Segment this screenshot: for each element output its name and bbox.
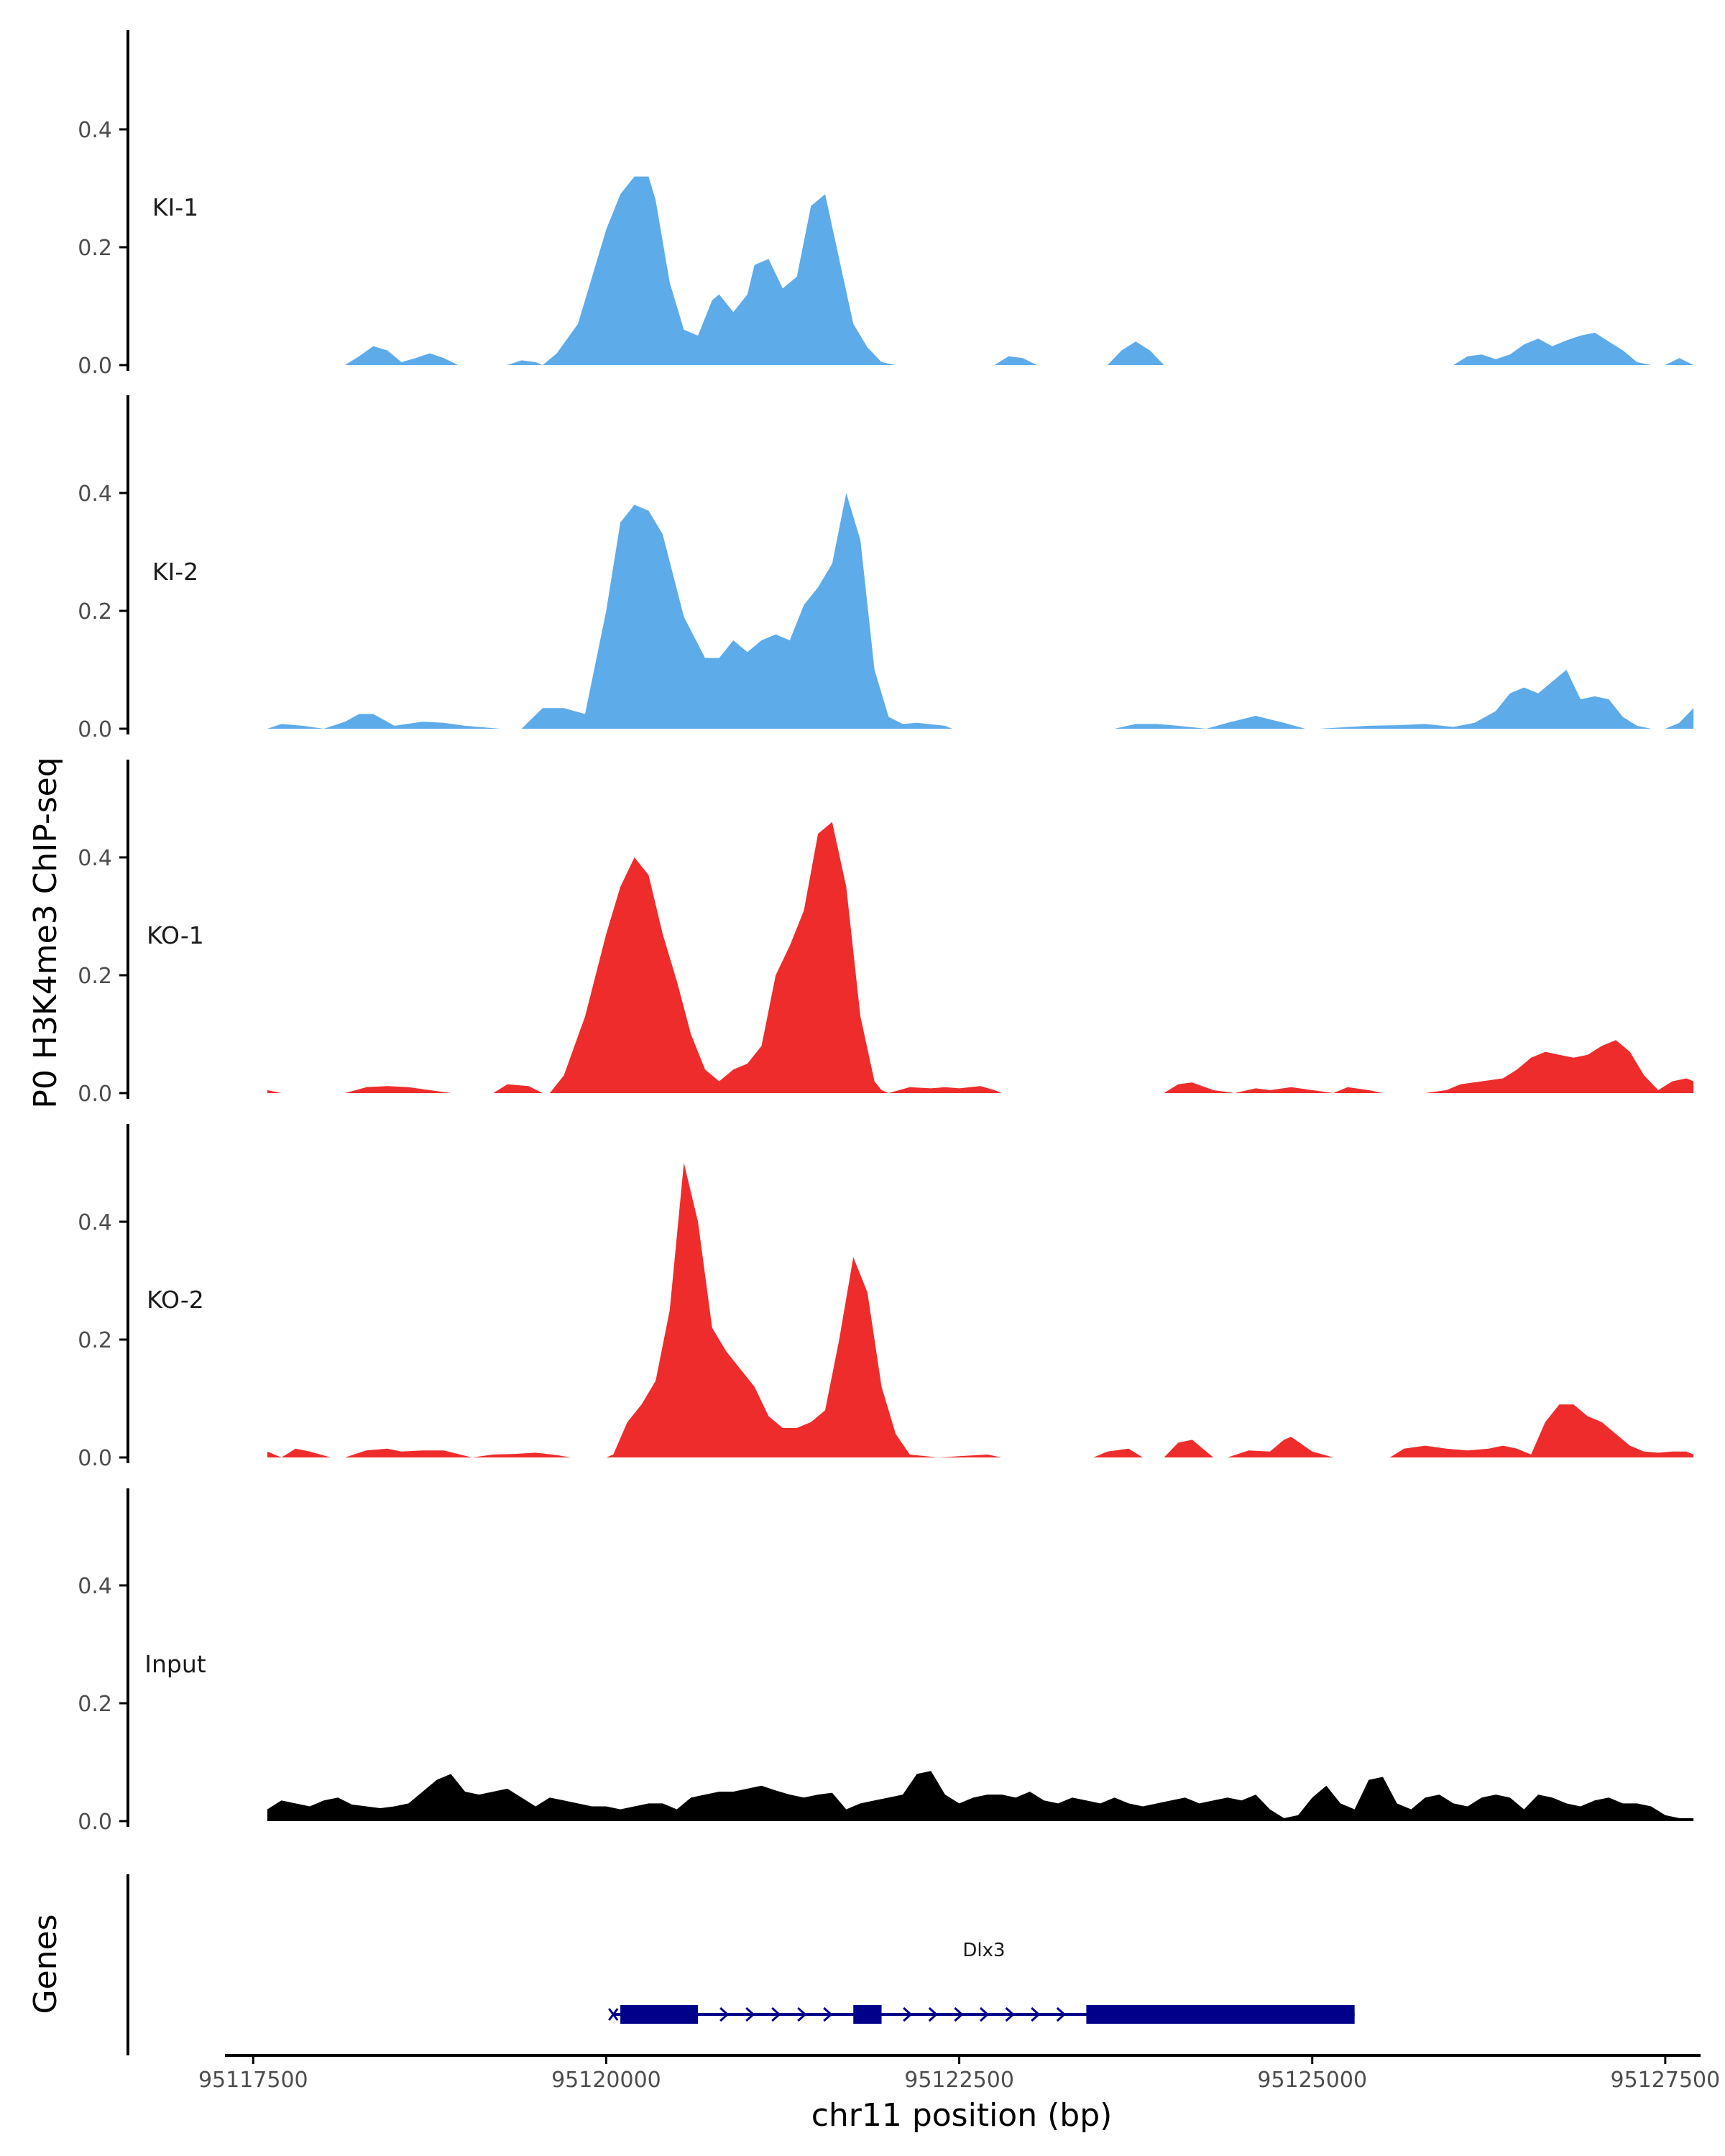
- strand-chevron: [979, 2007, 990, 2022]
- track-panels: 0.00.20.4KI-10.00.20.4KI-20.00.20.4KO-10…: [78, 30, 1694, 1835]
- y-tick-label-ko-1-0: 0.0: [78, 1082, 112, 1107]
- x-tick-label-3: 95125000: [1257, 2068, 1367, 2093]
- strand-chevron: [797, 2007, 807, 2022]
- x-tick-label-4: 95127500: [1611, 2068, 1721, 2093]
- x-tick-label-0: 95117500: [198, 2068, 308, 2093]
- track-input: 0.0 0.2 0.4 Input: [78, 1488, 1694, 1835]
- coverage-area-input: [267, 1771, 1694, 1821]
- x-axis-title: chr11 position (bp): [811, 2097, 1113, 2134]
- y-tick-label-input-1: 0.2: [78, 1692, 112, 1717]
- y-axis-title: P0 H3K4me3 ChIP-seq: [27, 757, 64, 1108]
- x-axis: 95117500 95120000 95122500 95125000 95127500…: [198, 2054, 1720, 2134]
- strand-chevron: [928, 2007, 938, 2022]
- track-ko-2: 0.0 0.2 0.4 KO-2: [78, 1124, 1694, 1471]
- y-tick-label-ko-1-1: 0.2: [78, 964, 112, 989]
- track-label-ki-1: KI-1: [152, 193, 198, 221]
- y-tick-label-ki-2-1: 0.2: [78, 599, 112, 625]
- strand-chevron: [1056, 2007, 1067, 2022]
- y-tick-label-ko-2-1: 0.2: [78, 1328, 112, 1353]
- track-label-ki-2: KI-2: [152, 558, 198, 586]
- track-label-ko-1: KO-1: [147, 921, 204, 949]
- x-tick-group: 95117500 95120000 95122500 95125000 95127500: [198, 2055, 1720, 2093]
- strand-chevron: [903, 2007, 913, 2022]
- y-tick-label-ki-2-0: 0.0: [78, 717, 112, 742]
- strand-chevron: [771, 2007, 781, 2022]
- gene-start-marker: [608, 2008, 619, 2021]
- x-tick-label-2: 95122500: [904, 2068, 1014, 2093]
- gene-exon-1: [620, 2005, 699, 2024]
- y-tick-label-input-0: 0.0: [78, 1810, 112, 1835]
- y-tick-label-ko-2-2: 0.4: [78, 1210, 112, 1235]
- gene-exon-2: [853, 2005, 882, 2024]
- coverage-area-ko-1: [267, 821, 1694, 1093]
- gene-models: Dlx3: [608, 1940, 1355, 2024]
- y-tick-label-ki-1-0: 0.0: [78, 354, 112, 379]
- coverage-area-ki-1: [345, 176, 1694, 365]
- strand-chevron: [823, 2007, 833, 2022]
- y-tick-label-ki-1-2: 0.4: [78, 118, 112, 143]
- track-ki-1: 0.0 0.2 0.4 KI-1: [78, 30, 1694, 379]
- genes-axis-title: Genes: [27, 1914, 64, 2014]
- x-tick-label-1: 95120000: [551, 2068, 661, 2093]
- track-ko-1: 0.0 0.2 0.4 KO-1: [78, 760, 1694, 1107]
- coverage-area-ko-2: [267, 1163, 1694, 1457]
- y-tick-label-ki-1-1: 0.2: [78, 236, 112, 261]
- track-ki-2: 0.0 0.2 0.4 KI-2: [78, 395, 1694, 742]
- y-tick-label-ki-2-2: 0.4: [78, 482, 112, 507]
- strand-chevron: [719, 2007, 730, 2022]
- strand-chevron: [1031, 2007, 1041, 2022]
- track-label-ko-2: KO-2: [147, 1286, 204, 1314]
- gene-name-label: Dlx3: [962, 1940, 1005, 1961]
- gene-panel: Genes Dlx3: [27, 1874, 1355, 2055]
- strand-chevron: [745, 2007, 755, 2022]
- gene-exon-3: [1086, 2005, 1355, 2024]
- gene-dlx3: Dlx3: [608, 1940, 1355, 2024]
- strand-chevron: [1005, 2007, 1015, 2022]
- strand-chevron: [954, 2007, 964, 2022]
- y-tick-label-ko-1-2: 0.4: [78, 846, 112, 871]
- track-label-input: Input: [144, 1650, 206, 1678]
- coverage-area-ki-2: [267, 493, 1694, 729]
- y-tick-label-input-2: 0.4: [78, 1574, 112, 1599]
- y-tick-label-ko-2-0: 0.0: [78, 1446, 112, 1471]
